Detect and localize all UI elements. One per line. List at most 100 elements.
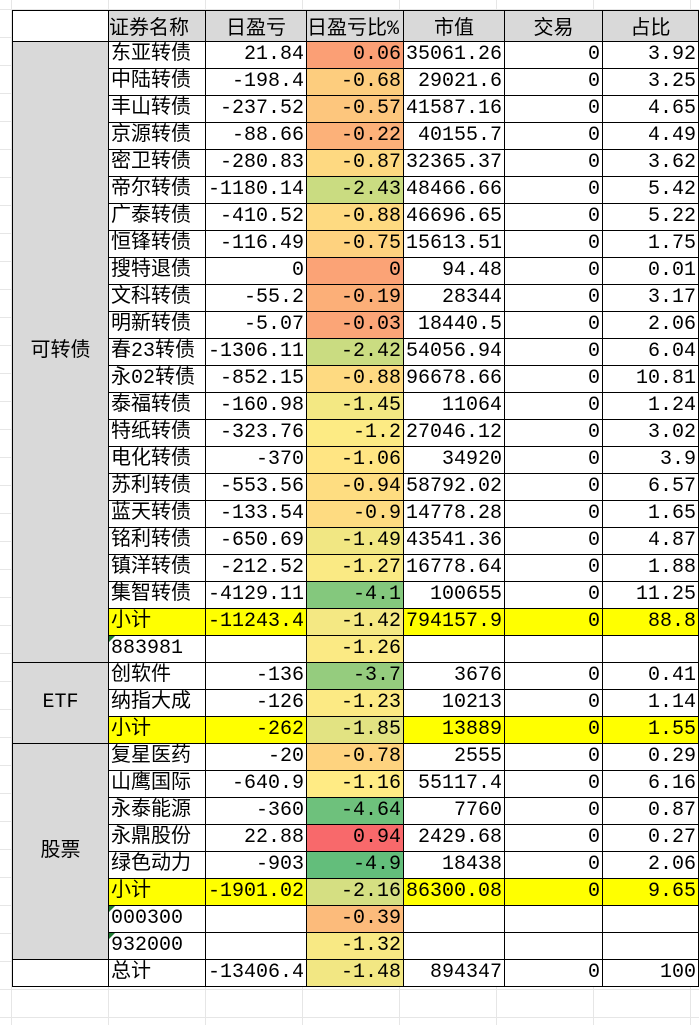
header-name[interactable]: 证券名称	[107, 10, 206, 42]
cell-pnl-pct[interactable]: -0.88	[305, 203, 404, 231]
cell-share[interactable]: 4.49	[601, 122, 699, 150]
cell-name[interactable]: 春23转债	[107, 338, 206, 366]
cell-pnl-pct[interactable]: -4.9	[305, 851, 404, 879]
cell-trade[interactable]: 0	[503, 608, 603, 636]
header-trade[interactable]: 交易	[503, 10, 603, 42]
cell-name[interactable]: 小计	[107, 878, 206, 906]
cell-value[interactable]: 55117.4	[402, 770, 505, 798]
header-category[interactable]	[12, 10, 109, 42]
cell-trade[interactable]: 0	[503, 743, 603, 771]
cell-pnl[interactable]	[204, 932, 307, 960]
cell-trade[interactable]: 0	[503, 338, 603, 366]
category-cell[interactable]: ETF	[12, 662, 109, 744]
cell-pnl[interactable]: 22.88	[204, 824, 307, 852]
cell-pnl-pct[interactable]: -2.16	[305, 878, 404, 906]
cell-value[interactable]: 14778.28	[402, 500, 505, 528]
cell-value[interactable]: 43541.36	[402, 527, 505, 555]
cell-name[interactable]: 纳指大成	[107, 689, 206, 717]
cell-name[interactable]: 小计	[107, 716, 206, 744]
cell-pnl[interactable]: 21.84	[204, 41, 307, 69]
cell-share[interactable]	[601, 932, 699, 960]
cell-pnl[interactable]: -198.4	[204, 68, 307, 96]
cell-pnl[interactable]: -323.76	[204, 419, 307, 447]
cell-pnl[interactable]: -4129.11	[204, 581, 307, 609]
cell-name[interactable]: 密卫转债	[107, 149, 206, 177]
cell-value[interactable]: 58792.02	[402, 473, 505, 501]
cell-pnl-pct[interactable]: -2.42	[305, 338, 404, 366]
cell-name[interactable]: 000300	[107, 905, 206, 933]
cell-share[interactable]: 100	[601, 959, 699, 987]
cell-name[interactable]: 山鹰国际	[107, 770, 206, 798]
cell-name[interactable]: 中陆转债	[107, 68, 206, 96]
cell-trade[interactable]: 0	[503, 41, 603, 69]
cell-value[interactable]: 11064	[402, 392, 505, 420]
cell-name[interactable]: 东亚转债	[107, 41, 206, 69]
cell-name[interactable]: 镇洋转债	[107, 554, 206, 582]
cell-pnl[interactable]: -640.9	[204, 770, 307, 798]
cell-value[interactable]	[402, 635, 505, 663]
cell-share[interactable]: 1.24	[601, 392, 699, 420]
cell-pnl[interactable]: -1306.11	[204, 338, 307, 366]
cell-trade[interactable]: 0	[503, 581, 603, 609]
cell-pnl-pct[interactable]: -0.87	[305, 149, 404, 177]
cell-pnl-pct[interactable]: -2.43	[305, 176, 404, 204]
cell-pnl[interactable]: -1180.14	[204, 176, 307, 204]
cell-share[interactable]: 6.16	[601, 770, 699, 798]
cell-pnl[interactable]: -160.98	[204, 392, 307, 420]
cell-pnl-pct[interactable]: -0.9	[305, 500, 404, 528]
cell-name[interactable]: 永02转债	[107, 365, 206, 393]
cell-share[interactable]: 10.81	[601, 365, 699, 393]
cell-name[interactable]: 特纸转债	[107, 419, 206, 447]
cell-value[interactable]: 2555	[402, 743, 505, 771]
cell-pnl-pct[interactable]: -0.75	[305, 230, 404, 258]
cell-trade[interactable]: 0	[503, 446, 603, 474]
cell-name[interactable]: 总计	[107, 959, 206, 987]
cell-trade[interactable]: 0	[503, 797, 603, 825]
cell-name[interactable]: 创软件	[107, 662, 206, 690]
cell-value[interactable]: 41587.16	[402, 95, 505, 123]
cell-pnl[interactable]: -280.83	[204, 149, 307, 177]
cell-share[interactable]: 3.9	[601, 446, 699, 474]
cell-pnl-pct[interactable]: -0.22	[305, 122, 404, 150]
cell-pnl[interactable]: -370	[204, 446, 307, 474]
header-value[interactable]: 市值	[402, 10, 505, 42]
cell-name[interactable]: 明新转债	[107, 311, 206, 339]
category-cell[interactable]	[12, 959, 109, 987]
cell-pnl[interactable]: -116.49	[204, 230, 307, 258]
cell-trade[interactable]: 0	[503, 257, 603, 285]
cell-pnl[interactable]: -410.52	[204, 203, 307, 231]
cell-name[interactable]: 京源转债	[107, 122, 206, 150]
cell-pnl[interactable]: -55.2	[204, 284, 307, 312]
cell-share[interactable]	[601, 635, 699, 663]
cell-pnl[interactable]: -5.07	[204, 311, 307, 339]
cell-value[interactable]: 48466.66	[402, 176, 505, 204]
header-pnl-pct[interactable]: 日盈亏比%	[305, 10, 404, 42]
cell-value[interactable]	[402, 932, 505, 960]
cell-share[interactable]: 2.06	[601, 851, 699, 879]
cell-name[interactable]: 泰福转债	[107, 392, 206, 420]
cell-name[interactable]: 小计	[107, 608, 206, 636]
cell-trade[interactable]: 0	[503, 176, 603, 204]
cell-name[interactable]: 苏利转债	[107, 473, 206, 501]
cell-pnl[interactable]: -133.54	[204, 500, 307, 528]
cell-share[interactable]	[601, 905, 699, 933]
cell-share[interactable]: 1.14	[601, 689, 699, 717]
cell-trade[interactable]: 0	[503, 419, 603, 447]
cell-pnl-pct[interactable]: -3.7	[305, 662, 404, 690]
cell-pnl-pct[interactable]: -4.64	[305, 797, 404, 825]
cell-value[interactable]: 3676	[402, 662, 505, 690]
cell-value[interactable]: 100655	[402, 581, 505, 609]
cell-pnl[interactable]: -13406.4	[204, 959, 307, 987]
cell-share[interactable]: 5.22	[601, 203, 699, 231]
cell-trade[interactable]: 0	[503, 689, 603, 717]
header-share[interactable]: 占比	[601, 10, 699, 42]
cell-pnl-pct[interactable]: -0.39	[305, 905, 404, 933]
cell-pnl[interactable]: -88.66	[204, 122, 307, 150]
cell-trade[interactable]: 0	[503, 824, 603, 852]
cell-trade[interactable]: 0	[503, 122, 603, 150]
cell-trade[interactable]: 0	[503, 203, 603, 231]
cell-share[interactable]: 1.55	[601, 716, 699, 744]
cell-trade[interactable]: 0	[503, 554, 603, 582]
cell-pnl[interactable]: -11243.4	[204, 608, 307, 636]
cell-pnl[interactable]: -650.69	[204, 527, 307, 555]
